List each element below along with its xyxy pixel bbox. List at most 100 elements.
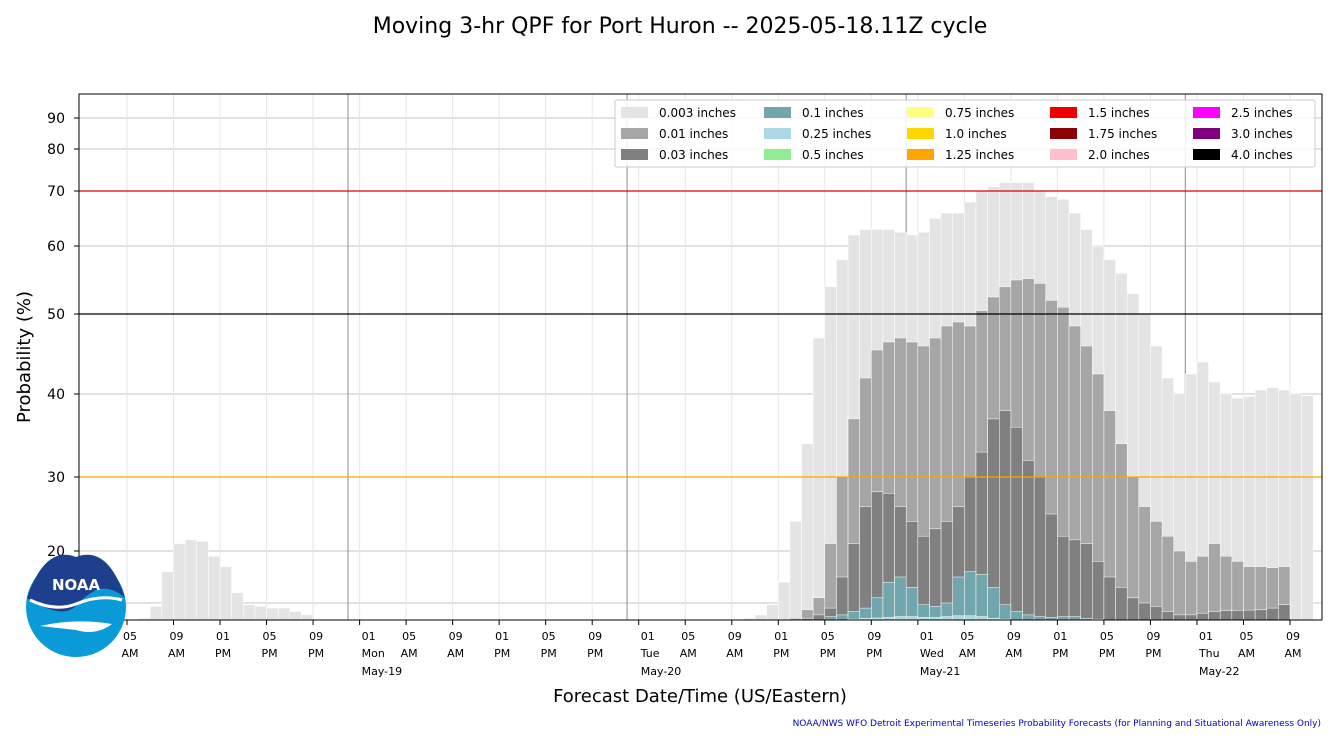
x-tick-label: 05 [960, 630, 974, 643]
bar [905, 616, 919, 621]
legend: 0.003 inches 0.01 inches 0.03 inches 0.1 in… [614, 99, 1316, 168]
bar [301, 614, 314, 621]
bar [1185, 614, 1198, 621]
bar [196, 541, 209, 621]
x-tick-label: AM [959, 647, 976, 660]
legend-swatch [764, 128, 791, 139]
bar [243, 604, 256, 621]
bar [1080, 543, 1093, 621]
bar [1022, 614, 1035, 621]
x-tick-label: PM [587, 647, 603, 660]
x-tick-label: AM [401, 647, 418, 660]
bar [1301, 395, 1314, 621]
legend-label: 0.75 inches [945, 106, 1014, 120]
bar [1103, 576, 1116, 621]
bar [254, 606, 267, 621]
bar [1254, 609, 1267, 621]
x-tick-label: 09 [170, 630, 184, 643]
bar [847, 543, 860, 621]
bar [1115, 587, 1128, 621]
legend-label: 0.003 inches [659, 106, 736, 120]
x-tick-label: Thu [1198, 647, 1220, 660]
x-tick-label: PM [494, 647, 510, 660]
bar [219, 566, 232, 621]
bar [778, 581, 791, 621]
bar [975, 616, 988, 621]
x-tick-label: AM [1238, 647, 1255, 660]
y-axis-label: Probability (%) [14, 291, 35, 423]
bar [1243, 609, 1256, 621]
x-tick-label: PM [820, 647, 836, 660]
x-tick-label: 09 [309, 630, 323, 643]
bar [1022, 460, 1035, 621]
bar [952, 615, 965, 621]
bar [1185, 561, 1198, 621]
x-tick-label: 09 [728, 630, 742, 643]
x-tick-label: PM [773, 647, 789, 660]
legend-swatch [907, 107, 934, 118]
x-tick-label: 05 [542, 630, 556, 643]
x-tick-label: 01 [1199, 630, 1213, 643]
bar [812, 337, 826, 621]
x-tick-label: AM [447, 647, 464, 660]
bar [859, 506, 872, 621]
legend-label: 0.03 inches [659, 148, 728, 162]
bar [999, 410, 1012, 621]
bar [1219, 610, 1233, 621]
x-tick-label: May-20 [641, 665, 682, 678]
bar [173, 543, 186, 621]
bar [1208, 543, 1221, 621]
x-tick-label: PM [1145, 647, 1161, 660]
bar [905, 587, 919, 621]
x-tick-label: 01 [920, 630, 934, 643]
legend-label: 0.5 inches [802, 148, 864, 162]
bar [1208, 611, 1221, 621]
credit-text: NOAA/NWS WFO Detroit Experimental Timese… [793, 719, 1321, 729]
x-tick-label: AM [726, 647, 743, 660]
bar [161, 571, 174, 621]
bar [999, 604, 1012, 621]
bar [266, 607, 279, 621]
legend-swatch [907, 149, 934, 160]
bar [1231, 610, 1244, 621]
bar [1092, 561, 1105, 621]
legend-swatch [1050, 107, 1077, 118]
x-tick-label: 05 [402, 630, 416, 643]
x-tick-label: 01 [362, 630, 376, 643]
x-tick-label: PM [308, 647, 324, 660]
bar [1068, 616, 1081, 621]
bar [150, 606, 163, 621]
bar [940, 616, 953, 621]
bar [824, 616, 837, 621]
legend-swatch [1193, 149, 1220, 160]
bar [894, 616, 907, 621]
x-tick-label: May-19 [362, 665, 403, 678]
x-tick-label: PM [215, 647, 231, 660]
bar [1010, 611, 1023, 621]
x-tick-label: Tue [640, 647, 660, 660]
x-tick-label: May-22 [1199, 665, 1240, 678]
bar [1126, 597, 1140, 621]
legend-label: 0.25 inches [802, 127, 871, 141]
x-tick-label: 09 [867, 630, 881, 643]
legend-swatch [1050, 128, 1077, 139]
y-tick-label: 50 [47, 307, 65, 323]
y-tick-label: 90 [47, 111, 65, 127]
bar [894, 576, 907, 621]
x-tick-label: 09 [449, 630, 463, 643]
y-tick-label: 40 [47, 387, 65, 403]
bar [1278, 604, 1291, 621]
bar [987, 587, 1000, 621]
x-tick-label: Mon [362, 647, 385, 660]
bar [1057, 616, 1070, 621]
legend-label: 1.25 inches [945, 148, 1014, 162]
legend-label: 1.75 inches [1088, 127, 1157, 141]
x-tick-label: 01 [495, 630, 509, 643]
legend-label: 1.0 inches [945, 127, 1007, 141]
legend-label: 1.5 inches [1088, 106, 1150, 120]
legend-label: 4.0 inches [1231, 148, 1293, 162]
bar [1161, 535, 1174, 621]
bar [184, 539, 198, 621]
